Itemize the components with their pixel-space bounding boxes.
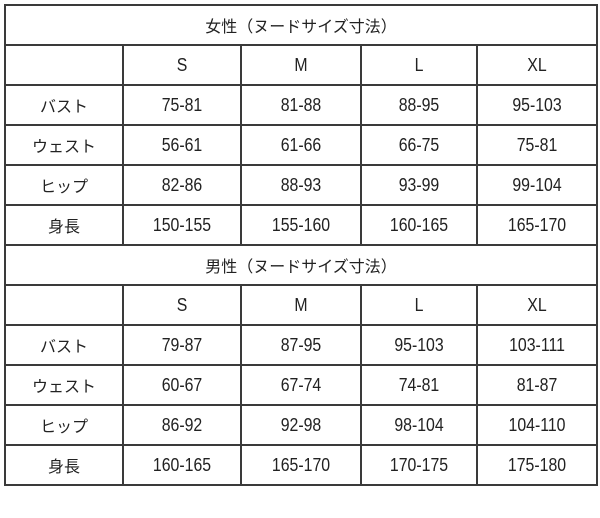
table-row: バスト 75-81 81-88 88-95 95-103 xyxy=(4,84,597,126)
measurement-cell: 95-103 xyxy=(483,84,591,126)
measurement-cell: 150-155 xyxy=(129,204,235,246)
measurement-cell: 74-81 xyxy=(367,364,471,406)
size-header: XL xyxy=(483,44,591,86)
table-row: バスト 79-87 87-95 95-103 103-111 xyxy=(4,324,597,366)
measurement-cell: 82-86 xyxy=(129,164,235,206)
row-label: 身長 xyxy=(4,444,124,486)
table-row: ウェスト 60-67 67-74 74-81 81-87 xyxy=(4,364,597,406)
size-header: S xyxy=(129,44,235,86)
section-title: 女性（ヌードサイズ寸法） xyxy=(3,4,599,46)
size-header-row: S M L XL xyxy=(4,284,597,326)
measurement-cell: 165-170 xyxy=(247,444,355,486)
measurement-cell: 104-110 xyxy=(483,404,591,446)
row-label: ヒップ xyxy=(4,164,124,206)
measurement-cell: 81-88 xyxy=(247,84,355,126)
measurement-cell: 170-175 xyxy=(367,444,471,486)
table-row: ヒップ 86-92 92-98 98-104 104-110 xyxy=(4,404,597,446)
measurement-cell: 66-75 xyxy=(367,124,471,166)
measurement-cell: 88-95 xyxy=(367,84,471,126)
empty-header-cell xyxy=(4,44,124,86)
measurement-cell: 60-67 xyxy=(129,364,235,406)
row-label: ウェスト xyxy=(4,364,124,406)
measurement-cell: 67-74 xyxy=(247,364,355,406)
measurement-cell: 88-93 xyxy=(247,164,355,206)
row-label: バスト xyxy=(4,84,124,126)
measurement-cell: 160-165 xyxy=(129,444,235,486)
measurement-cell: 175-180 xyxy=(483,444,591,486)
measurement-cell: 160-165 xyxy=(367,204,471,246)
measurement-cell: 56-61 xyxy=(129,124,235,166)
measurement-cell: 81-87 xyxy=(483,364,591,406)
row-label: ヒップ xyxy=(4,404,124,446)
measurement-cell: 165-170 xyxy=(483,204,591,246)
table-row: ウェスト 56-61 61-66 66-75 75-81 xyxy=(4,124,597,166)
size-header: L xyxy=(367,284,471,326)
table-row: 身長 160-165 165-170 170-175 175-180 xyxy=(4,444,597,486)
measurement-cell: 155-160 xyxy=(247,204,355,246)
measurement-cell: 95-103 xyxy=(367,324,471,366)
section-title-row: 男性（ヌードサイズ寸法） xyxy=(3,244,599,286)
size-header: M xyxy=(247,284,355,326)
measurement-cell: 75-81 xyxy=(483,124,591,166)
measurement-cell: 79-87 xyxy=(129,324,235,366)
measurement-cell: 86-92 xyxy=(129,404,235,446)
section-title: 男性（ヌードサイズ寸法） xyxy=(3,244,599,286)
size-header: M xyxy=(247,44,355,86)
table-row: ヒップ 82-86 88-93 93-99 99-104 xyxy=(4,164,597,206)
measurement-cell: 103-111 xyxy=(483,324,591,366)
row-label: ウェスト xyxy=(4,124,124,166)
measurement-cell: 61-66 xyxy=(247,124,355,166)
empty-header-cell xyxy=(4,284,124,326)
size-header: L xyxy=(367,44,471,86)
measurement-cell: 99-104 xyxy=(483,164,591,206)
section-title-row: 女性（ヌードサイズ寸法） xyxy=(3,4,599,46)
measurement-cell: 98-104 xyxy=(367,404,471,446)
row-label: バスト xyxy=(4,324,124,366)
measurement-cell: 75-81 xyxy=(129,84,235,126)
size-chart-table: 女性（ヌードサイズ寸法） S M L XL バスト 75-81 81-88 88-95 95-10… xyxy=(3,4,599,486)
measurement-cell: 92-98 xyxy=(247,404,355,446)
table-row: 身長 150-155 155-160 160-165 165-170 xyxy=(4,204,597,246)
row-label: 身長 xyxy=(4,204,124,246)
measurement-cell: 87-95 xyxy=(247,324,355,366)
measurement-cell: 93-99 xyxy=(367,164,471,206)
size-header-row: S M L XL xyxy=(4,44,597,86)
size-header: XL xyxy=(483,284,591,326)
size-header: S xyxy=(129,284,235,326)
